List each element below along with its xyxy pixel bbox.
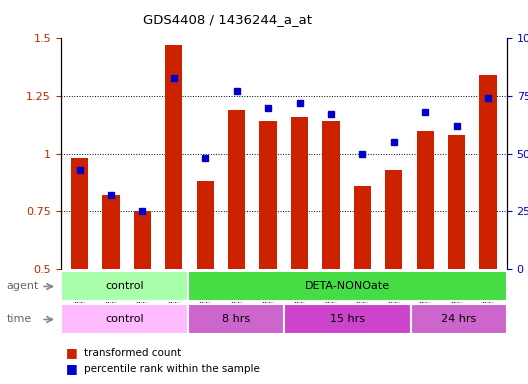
- Text: 15 hrs: 15 hrs: [330, 314, 365, 324]
- Bar: [61, 271, 188, 301]
- Text: DETA-NONOate: DETA-NONOate: [305, 281, 390, 291]
- Bar: [291, 117, 308, 269]
- Bar: [284, 304, 411, 334]
- Bar: [354, 186, 371, 269]
- Text: ■: ■: [66, 362, 78, 375]
- Bar: [228, 110, 246, 269]
- Text: transformed count: transformed count: [84, 348, 182, 358]
- Bar: [165, 45, 183, 269]
- Bar: [188, 271, 507, 301]
- Text: control: control: [105, 314, 144, 324]
- Text: time: time: [7, 314, 32, 324]
- Bar: [385, 170, 402, 269]
- Bar: [61, 304, 188, 334]
- Bar: [259, 121, 277, 269]
- Bar: [448, 135, 465, 269]
- Text: ■: ■: [66, 346, 78, 359]
- Text: agent: agent: [7, 281, 39, 291]
- Text: 24 hrs: 24 hrs: [441, 314, 477, 324]
- Text: 8 hrs: 8 hrs: [222, 314, 250, 324]
- Bar: [322, 121, 340, 269]
- Bar: [417, 131, 434, 269]
- Bar: [411, 304, 507, 334]
- Bar: [196, 181, 214, 269]
- Bar: [71, 158, 88, 269]
- Bar: [188, 304, 284, 334]
- Bar: [479, 75, 497, 269]
- Bar: [102, 195, 120, 269]
- Text: percentile rank within the sample: percentile rank within the sample: [84, 364, 260, 374]
- Text: control: control: [105, 281, 144, 291]
- Text: GDS4408 / 1436244_a_at: GDS4408 / 1436244_a_at: [143, 13, 312, 26]
- Bar: [134, 211, 151, 269]
